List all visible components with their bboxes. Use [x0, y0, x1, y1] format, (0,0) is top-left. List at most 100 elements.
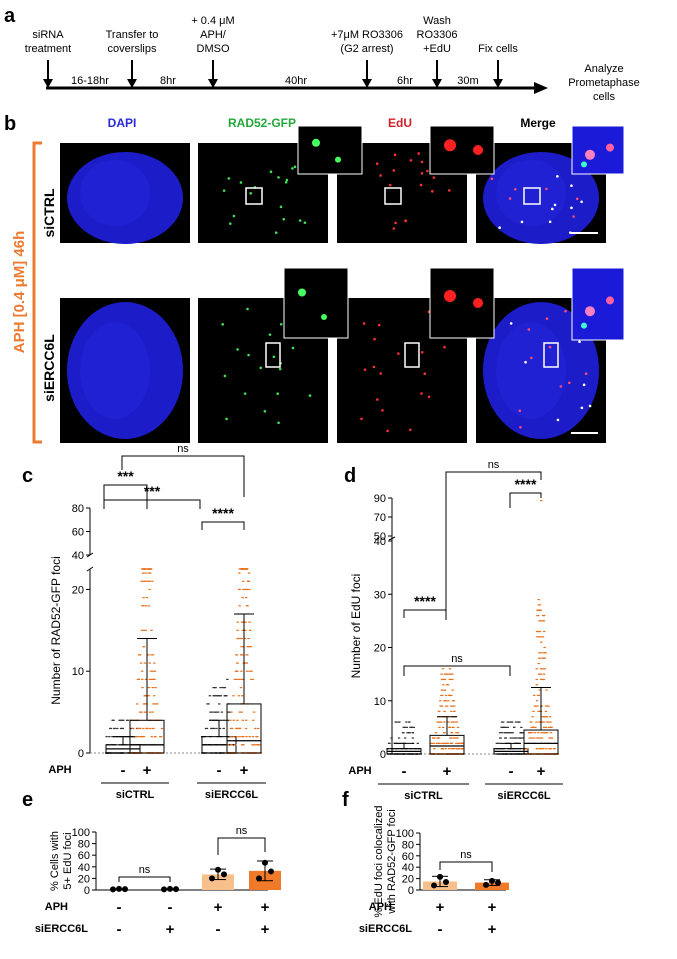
data-point: [540, 737, 544, 739]
data-point: [140, 670, 144, 672]
focus-dot: [580, 406, 584, 410]
data-point: [541, 636, 545, 638]
data-point: [139, 662, 143, 664]
box-3: [523, 729, 559, 755]
data-point: [232, 736, 235, 738]
focus-dot: [508, 197, 512, 200]
focus-dot: [548, 345, 552, 349]
data-point: [237, 695, 241, 697]
data-point: [239, 686, 243, 689]
data-point: [143, 629, 146, 631]
data-point: [500, 726, 503, 728]
data-point: [449, 737, 453, 739]
data-point: [533, 705, 537, 707]
data-point: [550, 737, 554, 739]
focus-dot: [580, 200, 583, 204]
data-point: [509, 737, 512, 739]
data-point: [511, 732, 514, 734]
data-point: [394, 721, 398, 723]
data-point: [455, 721, 458, 723]
data-point: [238, 605, 241, 607]
data-point: [517, 737, 521, 739]
data-point: [539, 620, 543, 622]
data-point: [448, 668, 452, 670]
data-point: [144, 695, 147, 697]
data-point: [141, 605, 145, 607]
data-point: [457, 742, 461, 744]
si-sign-0: -: [438, 921, 443, 938]
data-point: [147, 572, 150, 574]
timeline-interval-0: 16-18hr: [71, 75, 109, 87]
data-point: [212, 686, 215, 689]
y-axis-label: Number of RAD52-GFP foci: [49, 556, 63, 705]
data-point: [236, 719, 239, 721]
focus-dot: [293, 165, 297, 169]
y-tick-label: 80: [72, 503, 84, 515]
data-point: [151, 654, 155, 656]
panel-label-b: b: [4, 113, 16, 135]
focus-dot: [490, 177, 494, 181]
data-point: [437, 721, 440, 723]
data-point: [242, 646, 245, 648]
data-point: [544, 705, 548, 707]
data-point: [240, 621, 244, 623]
data-point: [151, 711, 154, 713]
data-point: [250, 670, 253, 672]
data-point: [148, 678, 152, 680]
sig-bracket-2: [403, 665, 511, 676]
focus-dot: [514, 187, 517, 191]
bar-point: [268, 868, 274, 875]
data-point: [244, 727, 248, 730]
data-point: [390, 737, 393, 739]
data-point: [247, 646, 250, 648]
bar-point: [173, 886, 179, 893]
inset-green-focus: [312, 138, 320, 147]
focus-dot: [278, 367, 282, 371]
timeline-arrowhead: [534, 82, 548, 94]
data-point: [235, 654, 238, 656]
data-point: [236, 621, 239, 623]
y-tick-label: 0: [84, 885, 90, 897]
data-point: [543, 630, 546, 633]
sig-bracket-2-label: ns: [451, 653, 463, 665]
focus-dot: [249, 192, 252, 195]
data-point: [148, 727, 151, 730]
data-point: [230, 711, 233, 713]
focus-dot: [225, 417, 228, 421]
aph-sign-0: -: [117, 899, 122, 916]
focus-dot: [404, 219, 408, 223]
inset-r0-c3: [571, 125, 625, 175]
data-point: [140, 580, 143, 582]
data-point: [142, 727, 145, 730]
data-point: [536, 737, 539, 739]
data-point: [451, 689, 454, 691]
focus-dot: [276, 392, 280, 396]
data-point: [548, 737, 551, 739]
data-point: [544, 710, 548, 712]
sig-bracket-1-label: ns: [460, 849, 472, 861]
data-point: [248, 736, 251, 738]
focus-dot: [431, 190, 434, 193]
y-tick-label: 0: [408, 885, 414, 897]
data-point: [514, 721, 518, 723]
data-point: [538, 604, 542, 606]
data-point: [535, 630, 539, 633]
inset-green-focus: [321, 314, 327, 320]
data-point: [143, 568, 147, 570]
data-point: [141, 678, 144, 680]
data-point: [153, 695, 156, 697]
panel-b-microscopy: b DAPI RAD52-GFP EdU Merge APH [0.4 μM] 46h s…: [4, 113, 625, 444]
data-point: [247, 572, 251, 574]
focus-dot: [426, 169, 429, 173]
focus-dot: [363, 368, 367, 372]
data-point: [437, 742, 441, 744]
data-point: [229, 719, 232, 721]
data-point: [229, 744, 233, 746]
roi-box-r1-c2: [404, 342, 420, 368]
focus-dot: [427, 395, 431, 399]
data-point: [403, 737, 407, 739]
data-point: [443, 700, 446, 702]
data-point: [541, 657, 544, 659]
y-tick-label: 50: [374, 531, 386, 543]
data-point: [240, 711, 243, 713]
